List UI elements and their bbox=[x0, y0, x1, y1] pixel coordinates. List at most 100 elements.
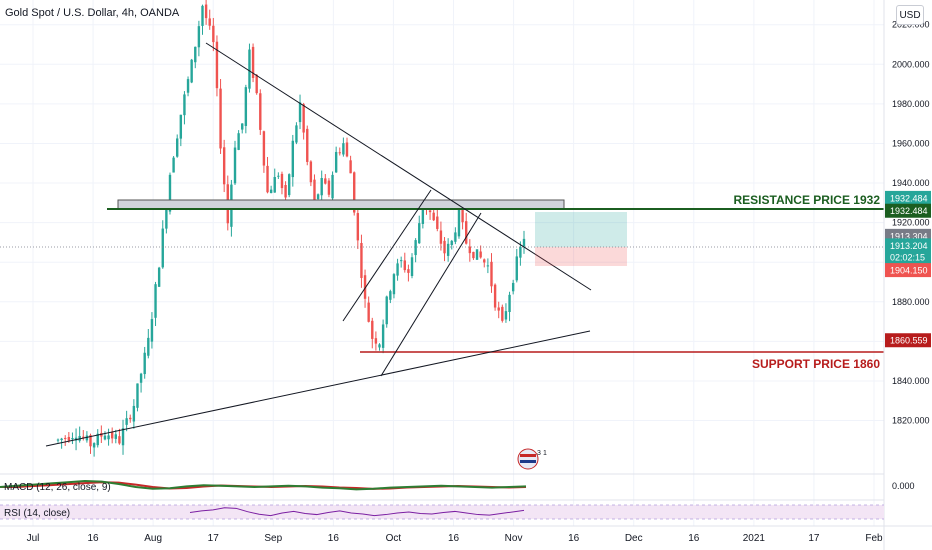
candle-body bbox=[284, 184, 287, 198]
candle-body bbox=[331, 174, 334, 199]
candle-body bbox=[60, 438, 63, 441]
candle-body bbox=[450, 240, 453, 246]
price-axis: 1820.0001840.0001860.0001880.0001900.000… bbox=[892, 20, 930, 426]
candle-body bbox=[360, 243, 363, 278]
candle-body bbox=[486, 265, 490, 267]
candle-body bbox=[457, 207, 461, 237]
candle-body bbox=[139, 373, 143, 383]
candle-body bbox=[143, 352, 146, 375]
candle-body bbox=[110, 431, 114, 439]
candle-body bbox=[461, 209, 464, 223]
x-tick-label: 16 bbox=[328, 533, 340, 544]
flag-badge[interactable]: 3 1 bbox=[517, 448, 547, 470]
candle-body bbox=[399, 260, 403, 262]
macd-label: MACD (12, 26, close, 9) bbox=[4, 482, 111, 493]
candle-body bbox=[385, 296, 388, 325]
x-tick-label: 17 bbox=[808, 533, 820, 544]
candle-body bbox=[121, 428, 125, 446]
resistance-annotation: RESISTANCE PRICE 1932 bbox=[734, 193, 881, 207]
candle-body bbox=[353, 172, 356, 213]
rsi-pane bbox=[0, 504, 884, 520]
candle-body bbox=[71, 438, 74, 440]
candle-body bbox=[259, 93, 262, 130]
candle-body bbox=[363, 275, 367, 299]
candle-body bbox=[241, 123, 244, 130]
candle-body bbox=[367, 302, 370, 322]
candle-body bbox=[421, 205, 425, 224]
candle-body bbox=[490, 261, 493, 287]
candle-body bbox=[468, 246, 472, 254]
y-tick-label: 1840.000 bbox=[892, 376, 930, 386]
chart-drawings bbox=[0, 42, 884, 447]
x-tick-label: 16 bbox=[568, 533, 580, 544]
svg-text:3: 3 bbox=[537, 450, 541, 457]
candle-body bbox=[392, 274, 396, 295]
y-tick-label: 1920.000 bbox=[892, 218, 930, 228]
candle-body bbox=[497, 307, 500, 311]
x-tick-label: Oct bbox=[386, 533, 402, 544]
candle-body bbox=[511, 282, 515, 292]
candle-body bbox=[89, 435, 92, 447]
candle-body bbox=[309, 161, 313, 183]
y-tick-label: 1880.000 bbox=[892, 297, 930, 307]
price-axis-tag-text: 1932.484 bbox=[890, 193, 928, 203]
candle-body bbox=[504, 311, 508, 320]
candle-body bbox=[222, 147, 226, 185]
candle-body bbox=[215, 41, 219, 89]
support-annotation: SUPPORT PRICE 1860 bbox=[752, 357, 880, 371]
candle-body bbox=[475, 249, 479, 260]
candle-body bbox=[129, 417, 132, 420]
candle-body bbox=[172, 157, 175, 173]
candle-body bbox=[194, 46, 197, 63]
price-axis-tag-text: 02:02:15 bbox=[890, 253, 925, 263]
price-axis-tag bbox=[885, 190, 931, 205]
y-tick-label: 1820.000 bbox=[892, 416, 930, 426]
candle-body bbox=[454, 232, 457, 242]
price-axis-tag-text: 1860.559 bbox=[890, 336, 928, 346]
macd-pane bbox=[0, 479, 527, 491]
candle-body bbox=[381, 324, 385, 348]
candle-body bbox=[374, 338, 378, 344]
candle-body bbox=[508, 294, 511, 313]
x-tick-label: 16 bbox=[448, 533, 460, 544]
candle-body bbox=[407, 269, 410, 273]
candle-body bbox=[349, 160, 352, 174]
candle-body bbox=[324, 178, 327, 184]
candle-body bbox=[418, 223, 421, 244]
candle-body bbox=[298, 102, 302, 123]
channel-line-upper bbox=[342, 189, 432, 322]
candle-body bbox=[262, 131, 266, 166]
candle-body bbox=[165, 208, 168, 229]
candle-body bbox=[85, 435, 89, 441]
candle-body bbox=[186, 79, 190, 93]
candle-body bbox=[396, 263, 399, 276]
candle-body bbox=[248, 49, 251, 89]
candle-body bbox=[67, 436, 71, 441]
x-tick-label: Jul bbox=[27, 533, 40, 544]
candle-body bbox=[515, 256, 518, 281]
candle-body bbox=[197, 26, 201, 48]
channel-line-lower bbox=[380, 212, 482, 377]
candle-body bbox=[306, 128, 309, 162]
candle-body bbox=[338, 152, 341, 154]
currency-button[interactable]: USD bbox=[896, 5, 924, 25]
candle-body bbox=[479, 251, 482, 258]
candle-body bbox=[403, 260, 406, 271]
macd-line bbox=[0, 479, 527, 491]
candle-body bbox=[327, 180, 331, 195]
candle-body bbox=[371, 320, 374, 339]
candle-body bbox=[356, 213, 360, 241]
symbol-title[interactable]: Gold Spot / U.S. Dollar, 4h, OANDA bbox=[5, 7, 180, 19]
rsi-label: RSI (14, close) bbox=[4, 508, 70, 519]
candle-body bbox=[295, 125, 298, 143]
candle-body bbox=[82, 436, 85, 438]
candle-body bbox=[277, 175, 280, 177]
candle-body bbox=[334, 151, 338, 173]
candle-body bbox=[107, 435, 110, 440]
candle-body bbox=[287, 174, 291, 196]
candle-body bbox=[432, 212, 435, 221]
price-axis-tag-text: 1904.150 bbox=[890, 266, 928, 276]
price-axis-tag bbox=[885, 203, 931, 218]
price-axis-tag-text: 1913.304 bbox=[890, 231, 928, 241]
